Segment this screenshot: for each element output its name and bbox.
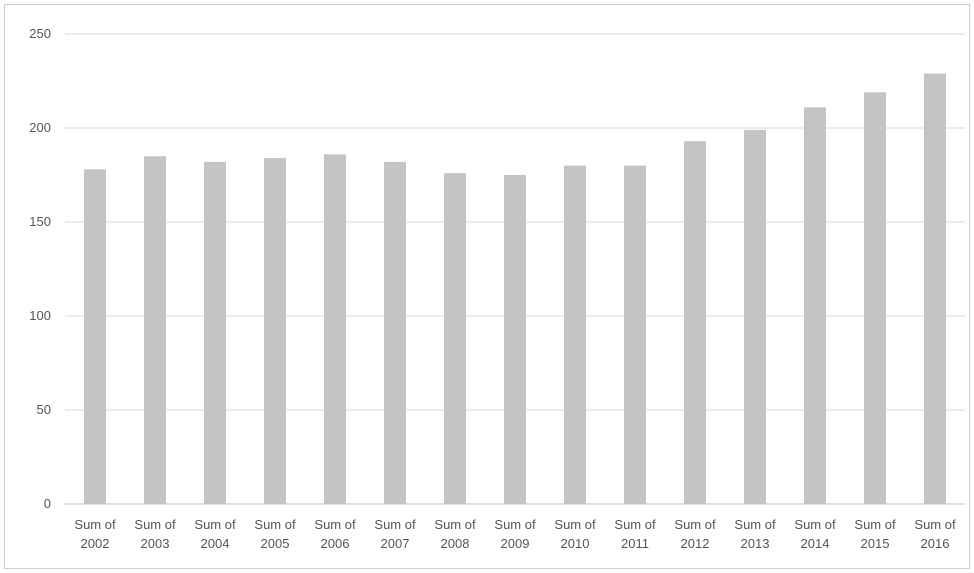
y-tick-label: 250: [29, 26, 51, 41]
x-tick-label: Sum of 2011: [614, 517, 656, 551]
x-tick-label: Sum of 2010: [554, 517, 596, 551]
bar: [324, 154, 346, 504]
bar: [684, 141, 706, 504]
y-axis-ticks: 0 50 100 150 200 250: [29, 26, 51, 511]
y-tick-label: 150: [29, 214, 51, 229]
y-tick-label: 0: [44, 496, 51, 511]
bar: [444, 173, 466, 504]
y-tick-label: 50: [37, 402, 51, 417]
x-tick-label: Sum of 2002: [74, 517, 116, 551]
bar: [504, 175, 526, 504]
bars: [84, 73, 946, 505]
bar: [744, 129, 766, 504]
x-tick-label: Sum of 2015: [854, 517, 896, 551]
x-tick-label: Sum of 2006: [314, 517, 356, 551]
y-tick-label: 200: [29, 120, 51, 135]
x-tick-label: Sum of 2012: [674, 517, 716, 551]
bar: [624, 165, 646, 504]
bar: [264, 158, 286, 504]
x-tick-label: Sum of 2007: [374, 517, 416, 551]
x-tick-label: Sum of 2014: [794, 517, 836, 551]
x-tick-label: Sum of 2004: [194, 517, 236, 551]
bar: [924, 73, 946, 504]
x-tick-label: Sum of 2005: [254, 517, 296, 551]
x-tick-label: Sum of 2009: [494, 517, 536, 551]
bar: [804, 107, 826, 504]
bar: [84, 169, 106, 505]
x-tick-label: Sum of 2013: [734, 517, 776, 551]
x-axis-labels: Sum of 2002 Sum of 2003 Sum of 2004 Sum of 2005…: [74, 517, 956, 551]
chart-frame: 0 50 100 150 200 250 Sum of 2002 Sum of 2003 Sum …: [4, 4, 970, 569]
y-tick-label: 100: [29, 308, 51, 323]
x-tick-label: Sum of 2003: [134, 517, 176, 551]
bar: [144, 156, 166, 504]
x-tick-label: Sum of 2016: [914, 517, 956, 551]
bar: [564, 165, 586, 504]
x-tick-label: Sum of 2008: [434, 517, 476, 551]
bar: [864, 92, 886, 504]
bar: [204, 161, 226, 504]
bar: [384, 161, 406, 504]
